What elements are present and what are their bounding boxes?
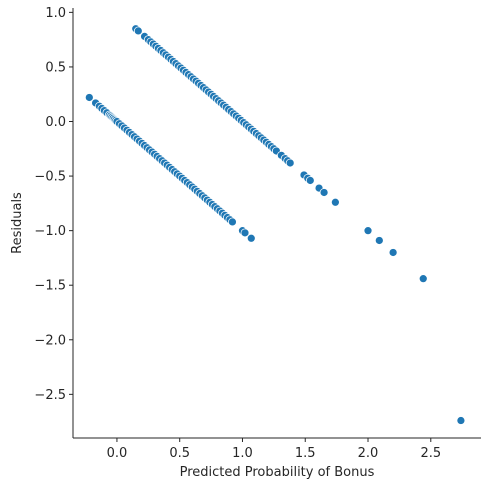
scatter-point — [363, 226, 373, 236]
scatter-point — [305, 176, 315, 185]
scatter-points — [84, 24, 466, 425]
y-tick-label: −1.0 — [34, 224, 66, 239]
x-tick-label: 1.0 — [232, 446, 253, 461]
x-tick-label: 0.0 — [107, 446, 128, 461]
scatter-point — [240, 228, 250, 238]
scatter-point — [133, 26, 143, 36]
y-axis-ticks: 1.0 0.5 0.0 −0.5 −1.0 −1.5 −2.0 −2.5 — [34, 6, 73, 403]
y-tick-label: −2.0 — [34, 333, 66, 348]
spines — [72, 8, 481, 439]
y-tick-label: 0.0 — [45, 115, 66, 130]
scatter-point — [319, 188, 329, 197]
scatter-point — [456, 416, 466, 425]
scatter-point — [84, 93, 94, 102]
y-tick-label: −0.5 — [34, 170, 66, 185]
scatter-point — [228, 217, 237, 227]
scatter-point — [388, 248, 398, 257]
y-tick-label: −2.5 — [34, 388, 66, 403]
x-tick-label: 2.5 — [420, 446, 441, 461]
y-tick-label: −1.5 — [34, 279, 66, 294]
scatter-point — [374, 236, 384, 245]
y-tick-label: 0.5 — [45, 60, 66, 75]
x-axis-title: Predicted Probability of Bonus — [180, 465, 375, 480]
y-tick-label: 1.0 — [45, 6, 66, 21]
x-tick-label: 0.5 — [169, 446, 190, 461]
scatter-point — [285, 158, 295, 168]
scatter-point — [331, 197, 340, 207]
scatter-point — [246, 233, 256, 243]
scatter-point — [418, 274, 428, 284]
y-axis-title: Residuals — [10, 192, 25, 254]
x-tick-label: 2.0 — [358, 446, 379, 461]
x-tick-label: 1.5 — [295, 446, 316, 461]
x-axis-ticks: 0.0 0.5 1.0 1.5 2.0 2.5 — [107, 438, 441, 461]
